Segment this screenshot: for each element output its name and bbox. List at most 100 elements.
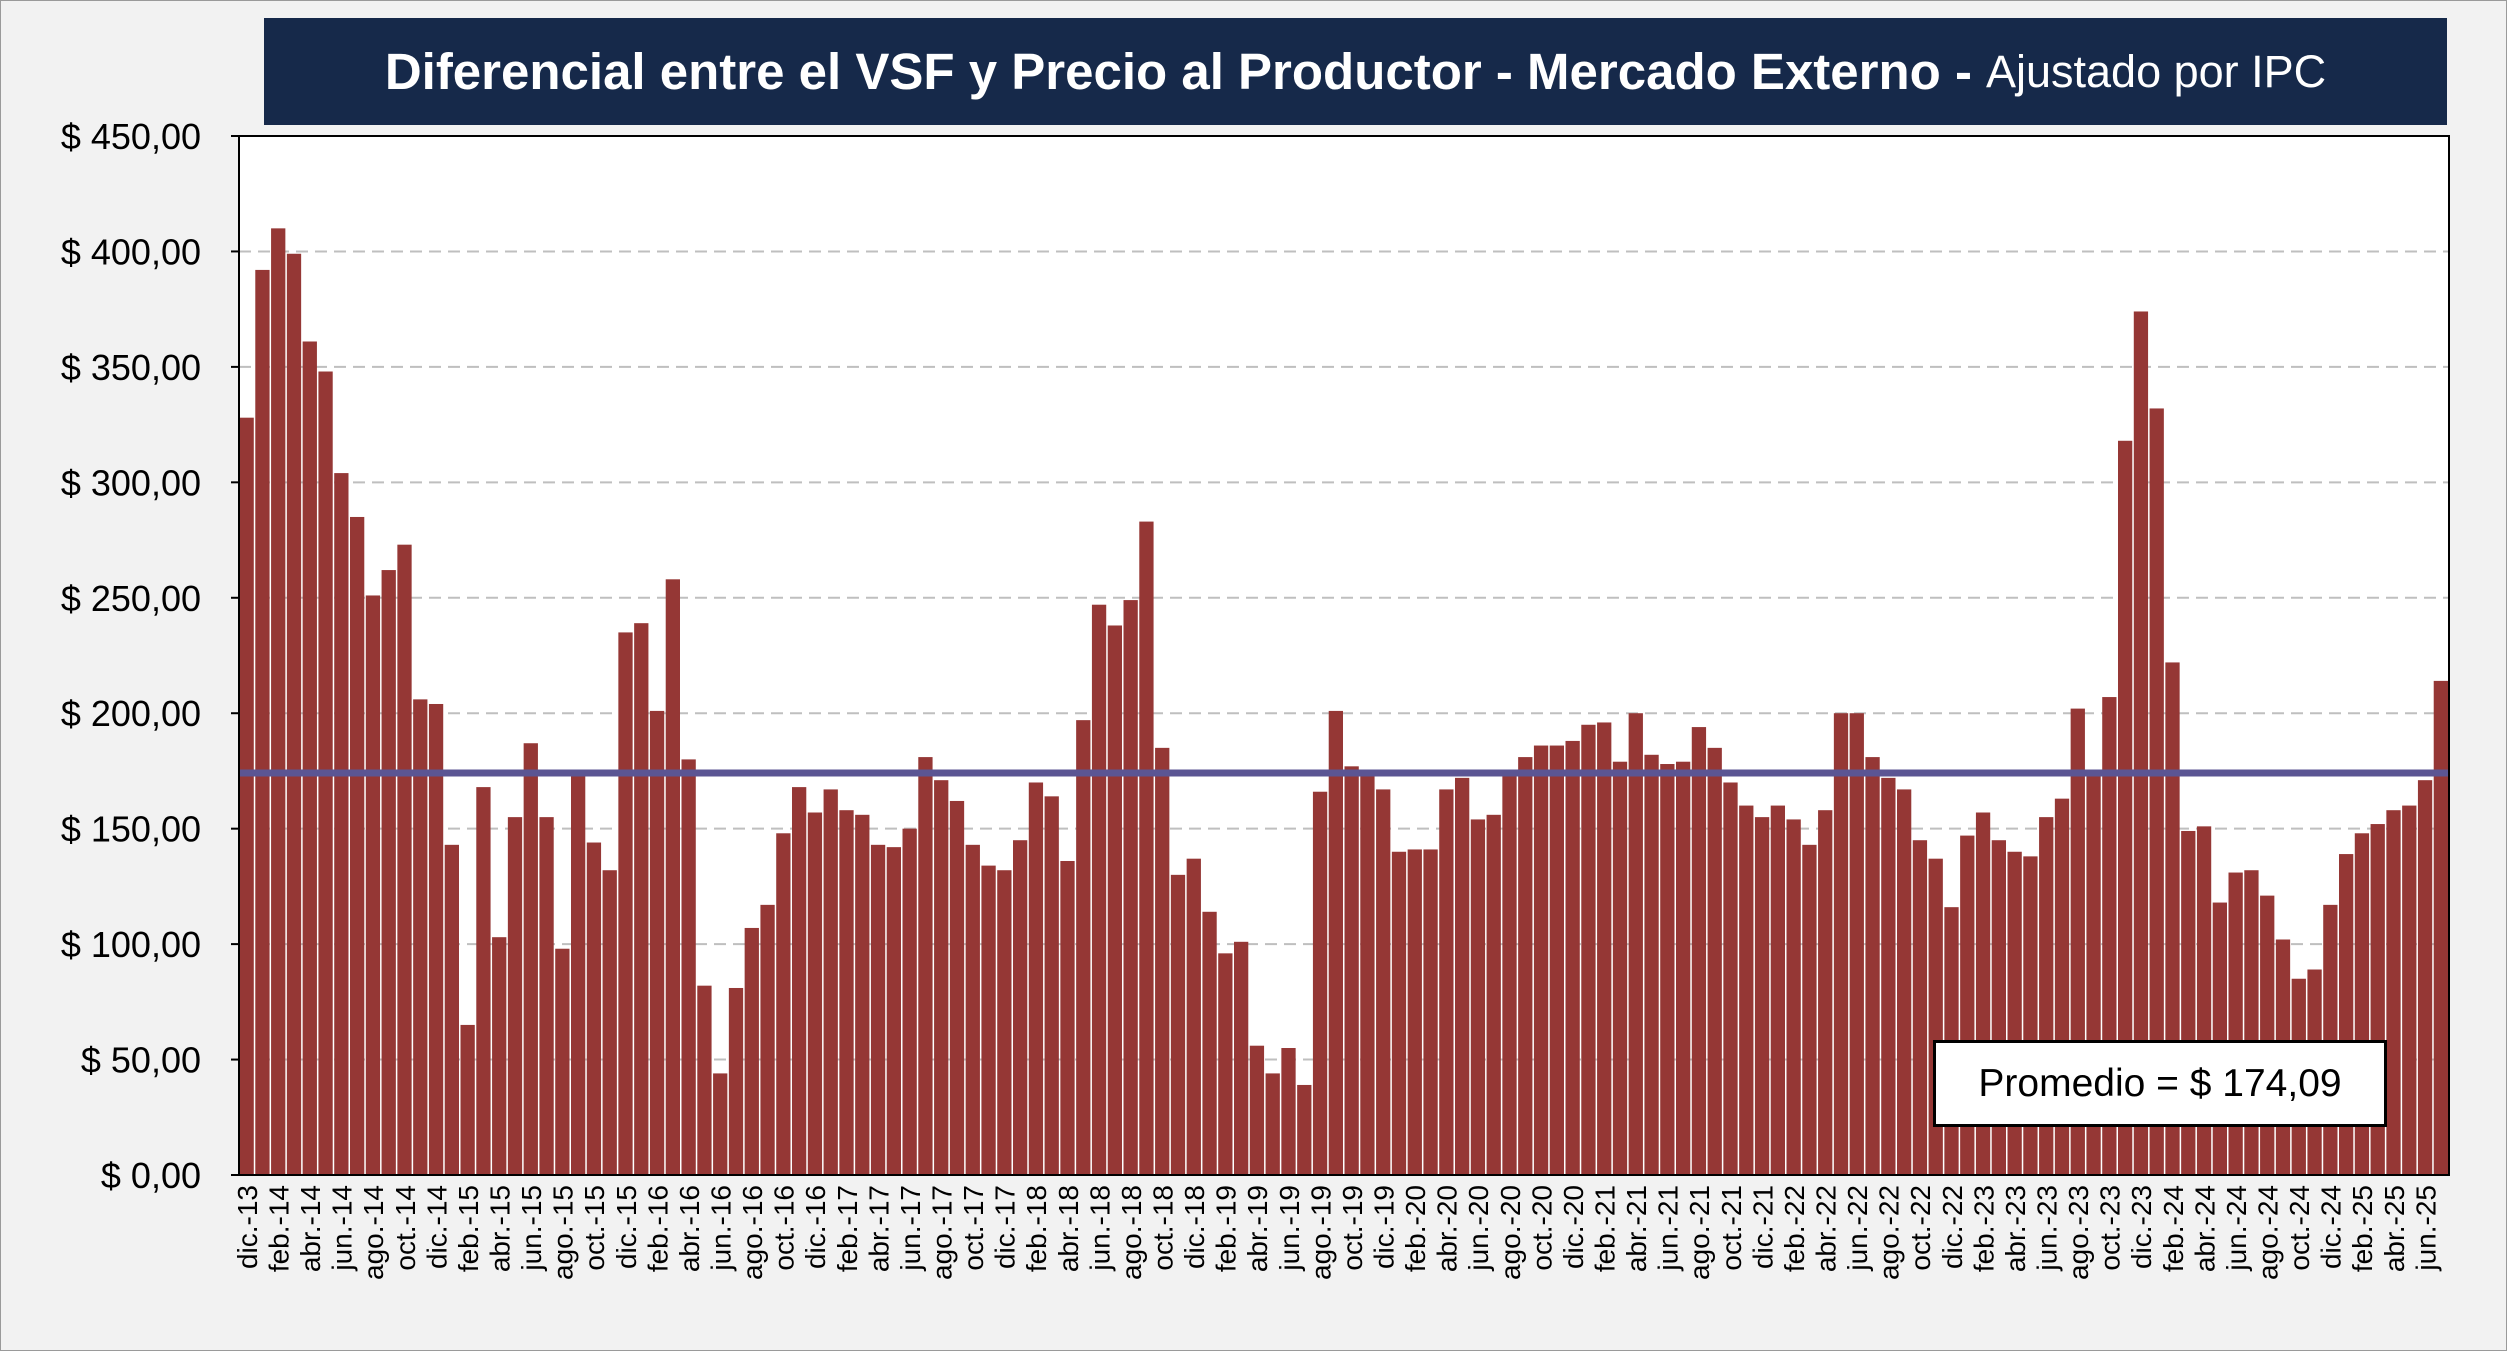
x-tick-label: feb.-19 (1211, 1185, 1242, 1272)
x-tick-label: dic.-18 (1179, 1185, 1210, 1269)
bar (1265, 1073, 1280, 1175)
bar (1470, 819, 1486, 1175)
x-tick-label: abr.-20 (1432, 1185, 1463, 1272)
bar (665, 579, 680, 1175)
x-tick-label: oct.-22 (1905, 1185, 1936, 1271)
bar (2023, 856, 2038, 1175)
x-tick-label: jun.-17 (895, 1185, 926, 1272)
x-tick-label: dic.-23 (2126, 1185, 2157, 1269)
bar (1628, 713, 1643, 1175)
bar (2386, 810, 2401, 1175)
bar (413, 699, 428, 1175)
bar (476, 787, 491, 1175)
x-tick-label: oct.-14 (390, 1185, 421, 1271)
bar (571, 775, 586, 1175)
bar (555, 948, 570, 1175)
bar (1565, 740, 1580, 1175)
y-tick-label: $ 400,00 (61, 231, 201, 272)
x-tick-label: dic.-16 (800, 1185, 831, 1269)
x-tick-label: abr.-21 (1621, 1185, 1652, 1272)
bar (1818, 810, 1833, 1175)
bar (1155, 747, 1170, 1175)
x-tick-label: oct.-17 (958, 1185, 989, 1271)
bar (1770, 805, 1785, 1175)
bar (255, 269, 270, 1176)
x-tick-label: abr.-14 (295, 1185, 326, 1272)
x-tick-label: abr.-19 (1242, 1185, 1273, 1272)
x-tick-label: abr.-25 (2379, 1185, 2410, 1272)
bar (1186, 858, 1201, 1175)
x-tick-label: oct.-21 (1716, 1185, 1747, 1271)
bar (428, 703, 444, 1175)
bar (1060, 860, 1075, 1175)
x-tick-label: ago.-23 (2063, 1185, 2094, 1280)
x-tick-label: ago.-17 (926, 1185, 957, 1280)
bar (792, 787, 807, 1175)
bar (2133, 311, 2149, 1175)
x-tick-label: feb.-15 (453, 1185, 484, 1272)
bar (1644, 754, 1659, 1175)
bar (1849, 713, 1864, 1175)
bar (1123, 600, 1138, 1175)
bar (1218, 953, 1233, 1175)
x-tick-label: ago.-20 (1495, 1185, 1526, 1280)
bar (1723, 782, 1738, 1175)
x-tick-label: feb.-22 (1779, 1185, 1810, 1272)
x-tick-label: oct.-23 (2095, 1185, 2126, 1271)
x-tick-label: oct.-15 (579, 1185, 610, 1271)
bar (1297, 1084, 1312, 1175)
x-tick-label: jun.-25 (2410, 1185, 2441, 1272)
bar (492, 937, 507, 1175)
bar (1881, 777, 1896, 1175)
x-tick-label: oct.-18 (1147, 1185, 1178, 1271)
x-tick-label: ago.-22 (1874, 1185, 1905, 1280)
bar (1281, 1048, 1296, 1175)
x-tick-label: dic.-20 (1558, 1185, 1589, 1269)
bar (1486, 814, 1501, 1175)
bar (1013, 840, 1028, 1175)
x-tick-label: feb.-20 (1400, 1185, 1431, 1272)
x-tick-label: abr.-17 (863, 1185, 894, 1272)
bar (460, 1024, 475, 1175)
x-tick-label: ago.-18 (1116, 1185, 1147, 1280)
bar (1754, 817, 1770, 1175)
y-tick-label: $ 350,00 (61, 347, 201, 388)
bar (1423, 849, 1438, 1175)
bar (1249, 1045, 1265, 1175)
bar (760, 904, 775, 1175)
x-tick-label: feb.-16 (642, 1185, 673, 1272)
x-tick-label: jun.-22 (1842, 1185, 1873, 1272)
bar (271, 228, 286, 1175)
x-tick-label: feb.-25 (2347, 1185, 2378, 1272)
bar (934, 780, 949, 1175)
bar (302, 341, 317, 1176)
x-tick-label: dic.-17 (990, 1185, 1021, 1269)
bar (1455, 777, 1470, 1175)
bar (870, 844, 886, 1175)
bar (1533, 745, 1549, 1175)
y-tick-label: $ 300,00 (61, 462, 201, 503)
x-tick-label: feb.-23 (1968, 1185, 1999, 1272)
plot-area (239, 136, 2449, 1175)
bar (2149, 408, 2164, 1176)
x-tick-label: ago.-21 (1684, 1185, 1715, 1280)
x-tick-label: jun.-15 (516, 1185, 547, 1272)
bar (728, 987, 744, 1175)
bar (1391, 851, 1407, 1175)
y-tick-label: $ 100,00 (61, 924, 201, 965)
bar (1139, 521, 1154, 1175)
bar (1439, 789, 1454, 1175)
y-tick-label: $ 250,00 (61, 578, 201, 619)
x-tick-label: jun.-20 (1463, 1185, 1494, 1272)
bar (776, 833, 791, 1175)
bar (1897, 789, 1912, 1175)
x-tick-label: dic.-22 (1937, 1185, 1968, 1269)
bar (444, 844, 459, 1175)
bar (334, 473, 349, 1175)
bar (1234, 941, 1249, 1175)
bar (539, 817, 554, 1175)
x-tick-label: oct.-20 (1526, 1185, 1557, 1271)
y-tick-label: $ 200,00 (61, 693, 201, 734)
bar (1707, 747, 1722, 1175)
